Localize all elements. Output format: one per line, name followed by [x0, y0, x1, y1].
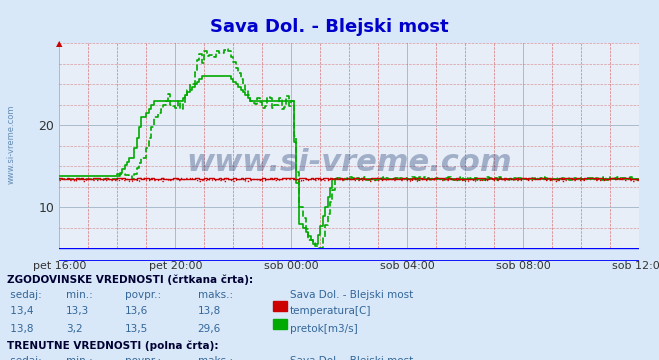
- Text: 3,2: 3,2: [66, 324, 82, 334]
- Bar: [273, 301, 287, 311]
- Text: 13,6: 13,6: [125, 306, 148, 316]
- Text: ZGODOVINSKE VREDNOSTI (črtkana črta):: ZGODOVINSKE VREDNOSTI (črtkana črta):: [7, 274, 252, 285]
- Text: www.si-vreme.com: www.si-vreme.com: [186, 148, 512, 177]
- Text: Sava Dol. - Blejski most: Sava Dol. - Blejski most: [290, 356, 413, 360]
- Text: povpr.:: povpr.:: [125, 290, 161, 300]
- Text: sob 04:00: sob 04:00: [380, 261, 435, 271]
- Text: 13,4: 13,4: [7, 306, 33, 316]
- Text: pet 20:00: pet 20:00: [148, 261, 202, 271]
- Text: pretok[m3/s]: pretok[m3/s]: [290, 324, 358, 334]
- Text: pet 16:00: pet 16:00: [33, 261, 86, 271]
- Text: sob 08:00: sob 08:00: [496, 261, 551, 271]
- Text: ▲: ▲: [56, 39, 63, 48]
- Text: maks.:: maks.:: [198, 290, 233, 300]
- Text: 29,6: 29,6: [198, 324, 221, 334]
- Text: sedaj:: sedaj:: [7, 356, 42, 360]
- Text: temperatura[C]: temperatura[C]: [290, 306, 372, 316]
- Text: 13,5: 13,5: [125, 324, 148, 334]
- Text: maks.:: maks.:: [198, 356, 233, 360]
- Text: 13,8: 13,8: [198, 306, 221, 316]
- Text: www.si-vreme.com: www.si-vreme.com: [7, 104, 16, 184]
- Text: povpr.:: povpr.:: [125, 356, 161, 360]
- Text: sob 12:00: sob 12:00: [612, 261, 659, 271]
- Text: sedaj:: sedaj:: [7, 290, 42, 300]
- Text: 13,8: 13,8: [7, 324, 33, 334]
- Bar: [273, 319, 287, 329]
- Text: 13,3: 13,3: [66, 306, 89, 316]
- Text: sob 00:00: sob 00:00: [264, 261, 318, 271]
- Text: TRENUTNE VREDNOSTI (polna črta):: TRENUTNE VREDNOSTI (polna črta):: [7, 340, 218, 351]
- Text: Sava Dol. - Blejski most: Sava Dol. - Blejski most: [210, 18, 449, 36]
- Text: min.:: min.:: [66, 356, 93, 360]
- Text: min.:: min.:: [66, 290, 93, 300]
- Text: Sava Dol. - Blejski most: Sava Dol. - Blejski most: [290, 290, 413, 300]
